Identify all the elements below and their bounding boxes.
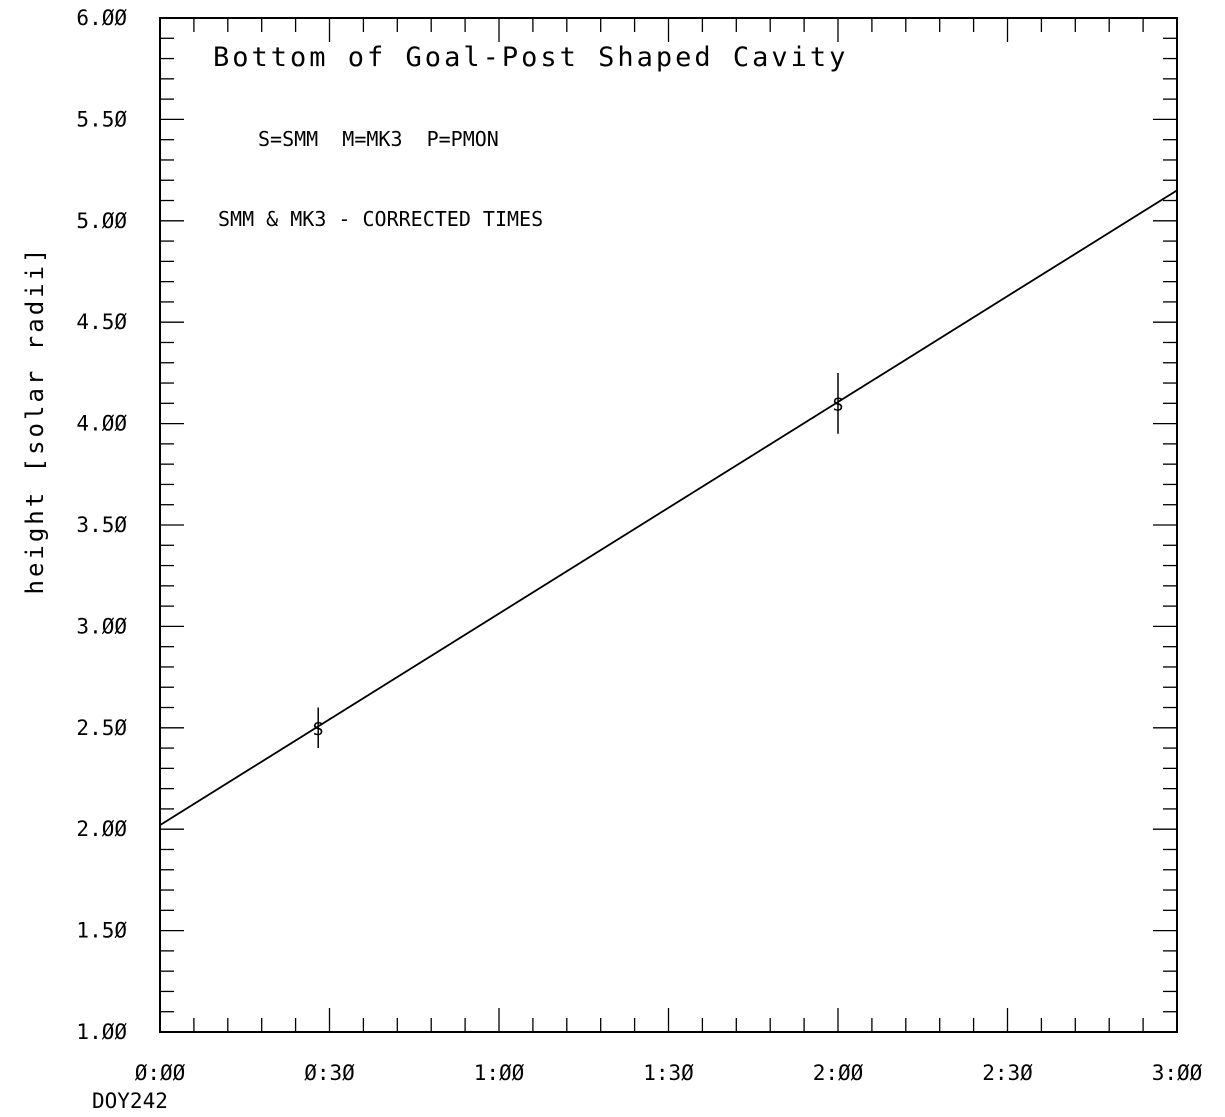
x-tick-label: Ø:ØØ xyxy=(135,1061,186,1085)
x-tick-label: 2:ØØ xyxy=(813,1061,864,1085)
fit-line xyxy=(159,189,1178,826)
data-layer: SS xyxy=(159,189,1178,826)
y-tick-label: 1.ØØ xyxy=(76,1020,127,1044)
y-tick-label: 5.5Ø xyxy=(76,107,127,131)
y-tick-label: 2.5Ø xyxy=(76,716,127,740)
tick-layer: Ø:ØØ Ø:3Ø 1:ØØ 1:3Ø 2:ØØ 2:3Ø 3:ØØ 1.ØØ 1.5Ø 2.ØØ… xyxy=(76,6,1202,1085)
x-tick-label: 1:3Ø xyxy=(643,1061,694,1085)
x-tick-label: Ø:3Ø xyxy=(304,1061,355,1085)
axis-layer xyxy=(159,17,1178,1033)
chart-annotation-legend-key: S=SMM M=MK3 P=PMON xyxy=(258,127,499,151)
y-axis-label: height [solar radii] xyxy=(21,246,49,595)
plot-frame xyxy=(159,17,1178,1033)
chart-annotation-corrected-times: SMM & MK3 - CORRECTED TIMES xyxy=(218,207,543,231)
data-point-marker: S xyxy=(833,394,844,415)
y-tick-label: 4.5Ø xyxy=(76,310,127,334)
y-tick-label: 1.5Ø xyxy=(76,919,127,943)
chart-annotation-title: Bottom of Goal-Post Shaped Cavity xyxy=(213,42,848,73)
y-tick-label: 3.ØØ xyxy=(76,614,127,638)
y-tick-label: 3.5Ø xyxy=(76,513,127,537)
x-tick-label: 2:3Ø xyxy=(982,1061,1033,1085)
y-tick-label: 6.ØØ xyxy=(76,6,127,30)
y-tick-label: 5.ØØ xyxy=(76,209,127,233)
x-axis-sub-label: DOY242 xyxy=(92,1089,168,1113)
data-point-marker: S xyxy=(313,719,324,740)
y-tick-label: 2.ØØ xyxy=(76,817,127,841)
y-tick-label: 4.ØØ xyxy=(76,412,127,436)
x-tick-label: 3:ØØ xyxy=(1152,1061,1203,1085)
x-tick-label: 1:ØØ xyxy=(474,1061,525,1085)
